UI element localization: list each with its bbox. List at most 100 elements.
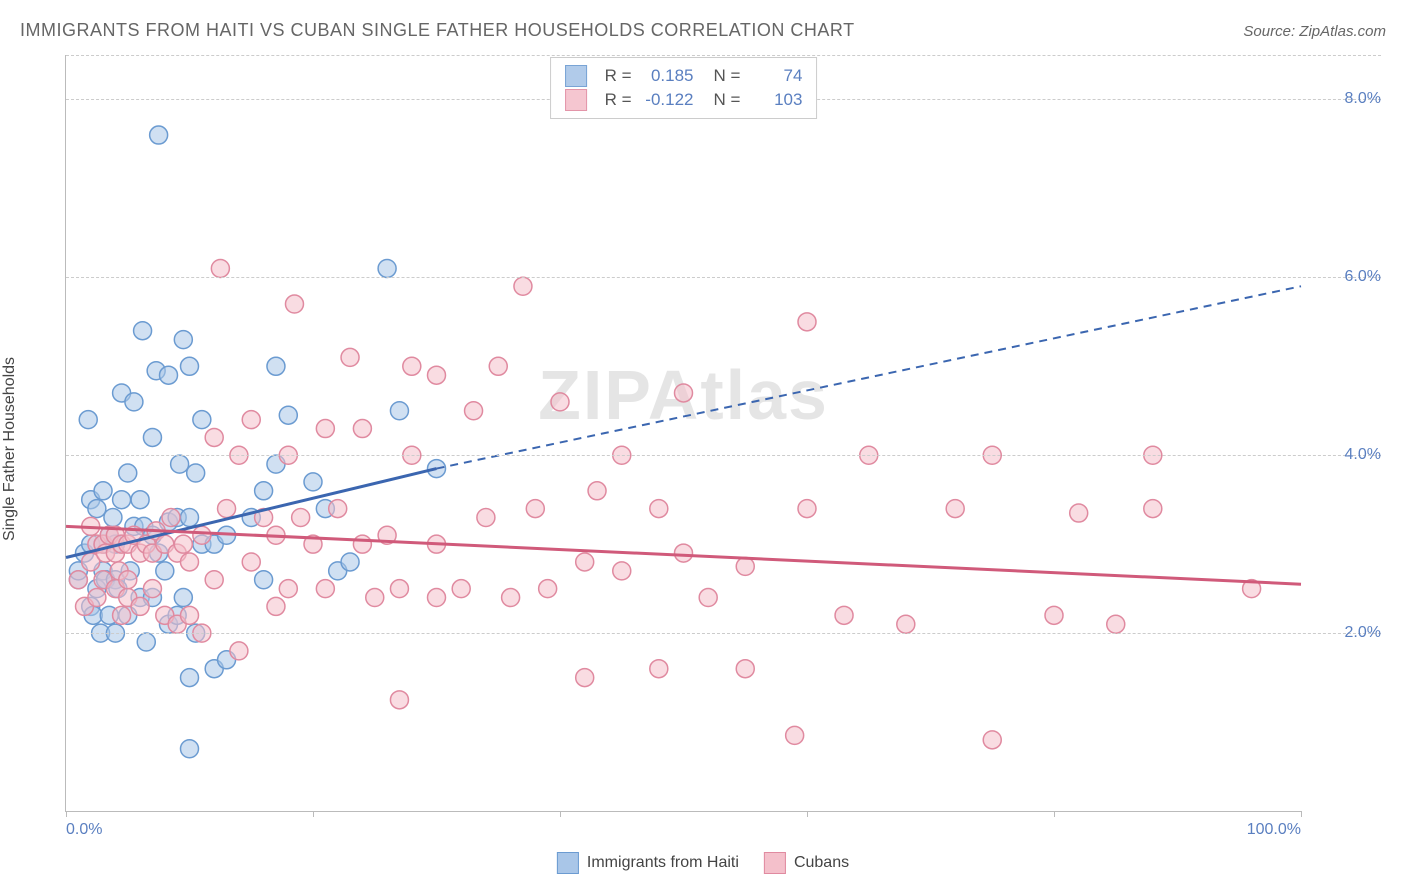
stat-value-r: -0.122 bbox=[642, 88, 694, 112]
data-point bbox=[79, 411, 97, 429]
correlation-stats-box: R =0.185N =74R =-0.122N =103 bbox=[550, 57, 818, 119]
stat-value-r: 0.185 bbox=[642, 64, 694, 88]
data-point bbox=[576, 553, 594, 571]
regression-line-extrapolated bbox=[437, 286, 1302, 468]
data-point bbox=[675, 544, 693, 562]
data-point bbox=[650, 500, 668, 518]
legend-swatch bbox=[565, 89, 587, 111]
x-tick bbox=[1054, 811, 1055, 817]
x-tick bbox=[313, 811, 314, 817]
data-point bbox=[113, 491, 131, 509]
x-tick-label-right: 100.0% bbox=[1247, 821, 1301, 839]
y-axis-label: Single Father Households bbox=[1, 356, 19, 540]
data-point bbox=[1045, 606, 1063, 624]
data-point bbox=[218, 500, 236, 518]
data-point bbox=[316, 580, 334, 598]
data-point bbox=[428, 366, 446, 384]
data-point bbox=[119, 464, 137, 482]
data-point bbox=[366, 589, 384, 607]
data-point bbox=[390, 691, 408, 709]
y-tick-label: 2.0% bbox=[1311, 624, 1381, 642]
data-point bbox=[267, 597, 285, 615]
data-point bbox=[205, 428, 223, 446]
data-point bbox=[174, 589, 192, 607]
source-attribution: Source: ZipAtlas.com bbox=[1243, 23, 1386, 40]
x-tick bbox=[807, 811, 808, 817]
stat-label-n: N = bbox=[714, 64, 741, 88]
data-point bbox=[279, 406, 297, 424]
stat-row: R =0.185N =74 bbox=[565, 64, 803, 88]
legend-item: Cubans bbox=[764, 852, 849, 874]
data-point bbox=[160, 366, 178, 384]
x-tick bbox=[66, 811, 67, 817]
data-point bbox=[150, 126, 168, 144]
data-point bbox=[134, 322, 152, 340]
data-point bbox=[304, 473, 322, 491]
stat-label-n: N = bbox=[714, 88, 741, 112]
data-point bbox=[378, 259, 396, 277]
stat-value-n: 74 bbox=[750, 64, 802, 88]
bottom-legend: Immigrants from HaitiCubans bbox=[557, 852, 849, 874]
data-point bbox=[428, 589, 446, 607]
data-point bbox=[193, 526, 211, 544]
data-point bbox=[113, 606, 131, 624]
data-point bbox=[489, 357, 507, 375]
data-point bbox=[390, 402, 408, 420]
data-point bbox=[786, 726, 804, 744]
gridline-h bbox=[66, 455, 1381, 456]
data-point bbox=[526, 500, 544, 518]
data-point bbox=[502, 589, 520, 607]
data-point bbox=[897, 615, 915, 633]
data-point bbox=[465, 402, 483, 420]
data-point bbox=[946, 500, 964, 518]
data-point bbox=[211, 259, 229, 277]
data-point bbox=[162, 508, 180, 526]
data-point bbox=[316, 420, 334, 438]
data-point bbox=[477, 508, 495, 526]
x-tick-label-left: 0.0% bbox=[66, 821, 102, 839]
chart-svg bbox=[66, 55, 1301, 811]
data-point bbox=[452, 580, 470, 598]
data-point bbox=[699, 589, 717, 607]
data-point bbox=[341, 553, 359, 571]
y-tick-label: 8.0% bbox=[1311, 90, 1381, 108]
data-point bbox=[835, 606, 853, 624]
data-point bbox=[983, 731, 1001, 749]
scatter-chart: Single Father Households ZIPAtlas R =0.1… bbox=[20, 55, 1386, 842]
legend-swatch bbox=[565, 65, 587, 87]
plot-area: ZIPAtlas R =0.185N =74R =-0.122N =103 2.… bbox=[65, 55, 1301, 812]
data-point bbox=[329, 500, 347, 518]
stat-label-r: R = bbox=[605, 88, 632, 112]
data-point bbox=[131, 491, 149, 509]
data-point bbox=[267, 357, 285, 375]
data-point bbox=[104, 508, 122, 526]
data-point bbox=[798, 313, 816, 331]
gridline-h bbox=[66, 277, 1381, 278]
data-point bbox=[736, 557, 754, 575]
data-point bbox=[353, 535, 371, 553]
data-point bbox=[205, 571, 223, 589]
x-tick bbox=[560, 811, 561, 817]
data-point bbox=[242, 411, 260, 429]
data-point bbox=[88, 500, 106, 518]
data-point bbox=[187, 464, 205, 482]
data-point bbox=[650, 660, 668, 678]
data-point bbox=[1144, 500, 1162, 518]
data-point bbox=[285, 295, 303, 313]
data-point bbox=[798, 500, 816, 518]
source-name: ZipAtlas.com bbox=[1299, 23, 1386, 40]
data-point bbox=[143, 428, 161, 446]
data-point bbox=[156, 562, 174, 580]
data-point bbox=[675, 384, 693, 402]
data-point bbox=[181, 508, 199, 526]
data-point bbox=[292, 508, 310, 526]
data-point bbox=[131, 597, 149, 615]
data-point bbox=[341, 348, 359, 366]
y-tick-label: 6.0% bbox=[1311, 268, 1381, 286]
stat-value-n: 103 bbox=[750, 88, 802, 112]
data-point bbox=[125, 393, 143, 411]
data-point bbox=[403, 357, 421, 375]
data-point bbox=[137, 633, 155, 651]
legend-swatch bbox=[764, 852, 786, 874]
data-point bbox=[181, 740, 199, 758]
